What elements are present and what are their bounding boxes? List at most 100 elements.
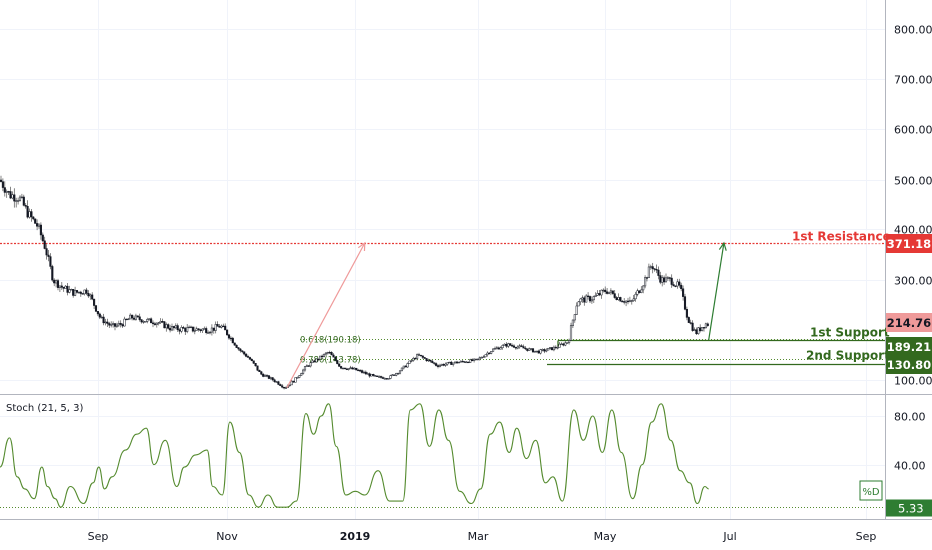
- candle-body: [689, 322, 692, 324]
- candle-body: [469, 359, 472, 363]
- candle-body: [188, 326, 191, 329]
- price-label-box: [886, 234, 932, 253]
- candle-body: [623, 301, 626, 303]
- candle-body: [702, 327, 706, 329]
- candle-body: [279, 384, 282, 386]
- candle-body: [341, 367, 345, 370]
- candle-body: [524, 347, 527, 350]
- candle-body: [125, 318, 128, 321]
- candle-body: [142, 321, 145, 323]
- candle-body: [127, 318, 130, 321]
- candle-body: [235, 344, 238, 348]
- candle-body: [499, 347, 502, 350]
- candle-body: [66, 285, 69, 293]
- candle-body: [457, 361, 460, 364]
- candle-body: [258, 369, 261, 372]
- candle-body: [619, 297, 622, 302]
- candle-body: [626, 300, 630, 303]
- candle-body: [216, 324, 219, 327]
- stoch-axis[interactable]: 80.00 40.00 5.33: [886, 411, 932, 517]
- candle-body: [20, 196, 23, 199]
- candle-body: [326, 352, 329, 354]
- candle-body: [583, 297, 586, 303]
- candle-body: [497, 347, 500, 350]
- candle-body: [588, 296, 592, 302]
- candle-body: [70, 289, 73, 291]
- candle-body: [267, 375, 270, 379]
- candle-body: [178, 329, 181, 332]
- candle-body: [480, 357, 483, 359]
- candle-body: [317, 358, 320, 361]
- candle-body: [461, 360, 464, 363]
- candle-body: [486, 352, 489, 356]
- candle-body: [590, 299, 593, 302]
- candle-body: [155, 322, 158, 325]
- candle-body: [642, 285, 645, 291]
- candle-body: [108, 323, 111, 326]
- time-axis[interactable]: Sep Nov 2019 Mar May Jul Sep: [88, 530, 877, 543]
- candle-body: [237, 347, 240, 350]
- stochastic-panel[interactable]: Stoch (21, 5, 3) %D: [0, 403, 885, 508]
- candle-body: [169, 328, 172, 331]
- candle-body: [283, 386, 286, 389]
- candle-body: [207, 332, 210, 334]
- support-level-2-label: 2nd Support: [806, 349, 890, 363]
- candle-body: [157, 322, 160, 324]
- candle-body: [596, 293, 599, 296]
- candle-body: [653, 268, 656, 270]
- candle-body: [463, 361, 466, 363]
- stoch-series-line: [0, 403, 709, 508]
- candle-body: [218, 326, 221, 328]
- candle-body: [243, 351, 246, 355]
- projection-arrow-line: [708, 242, 725, 341]
- candle-body: [41, 234, 44, 242]
- stoch-indicator-label[interactable]: Stoch (21, 5, 3): [6, 403, 83, 414]
- candle-body: [98, 313, 101, 318]
- candle-body: [231, 337, 234, 344]
- candle-body: [106, 321, 109, 324]
- candle-body: [55, 280, 58, 284]
- candle-body: [695, 329, 698, 335]
- candle-body: [507, 343, 510, 347]
- candle-body: [385, 378, 388, 380]
- candle-body: [144, 321, 147, 323]
- candle-body: [374, 375, 377, 377]
- candle-body: [535, 350, 538, 353]
- candle-body: [661, 277, 664, 283]
- candle-body: [212, 327, 215, 331]
- series-tag-label: %D: [862, 487, 880, 498]
- candle-body: [577, 301, 580, 307]
- candle-body: [606, 291, 609, 294]
- candle-body: [531, 348, 535, 353]
- candle-body: [250, 359, 253, 362]
- candle-body: [265, 375, 269, 377]
- candle-body: [32, 216, 35, 220]
- price-label-box: [886, 313, 932, 332]
- candle-body: [634, 293, 637, 300]
- candle-body: [191, 326, 194, 332]
- candle-body: [678, 281, 681, 286]
- candle-body: [672, 284, 675, 287]
- candle-body: [296, 377, 299, 379]
- candle-body: [592, 296, 595, 301]
- candle-body: [408, 360, 411, 364]
- candle-body: [387, 378, 390, 380]
- candle-body: [345, 368, 348, 370]
- time-tick-label: Sep: [88, 530, 109, 543]
- price-axis[interactable]: 800.00 700.00 600.00 500.00 400.00 300.00 100.…: [886, 24, 932, 388]
- candle-body: [431, 360, 434, 363]
- candle-body: [161, 321, 164, 323]
- time-tick-label: Jul: [722, 530, 736, 543]
- candle-body: [640, 289, 643, 293]
- candle-body: [315, 358, 318, 363]
- candle-body: [543, 349, 546, 352]
- candle-body: [478, 357, 481, 360]
- candle-body: [495, 347, 498, 349]
- candle-body: [45, 248, 48, 256]
- candle-body: [224, 325, 227, 331]
- candle-body: [474, 358, 478, 361]
- candle-body: [391, 374, 394, 376]
- price-panel[interactable]: 1st Resistance 1st Support 2nd Support 0.6…: [0, 175, 891, 390]
- candle-body: [159, 321, 162, 324]
